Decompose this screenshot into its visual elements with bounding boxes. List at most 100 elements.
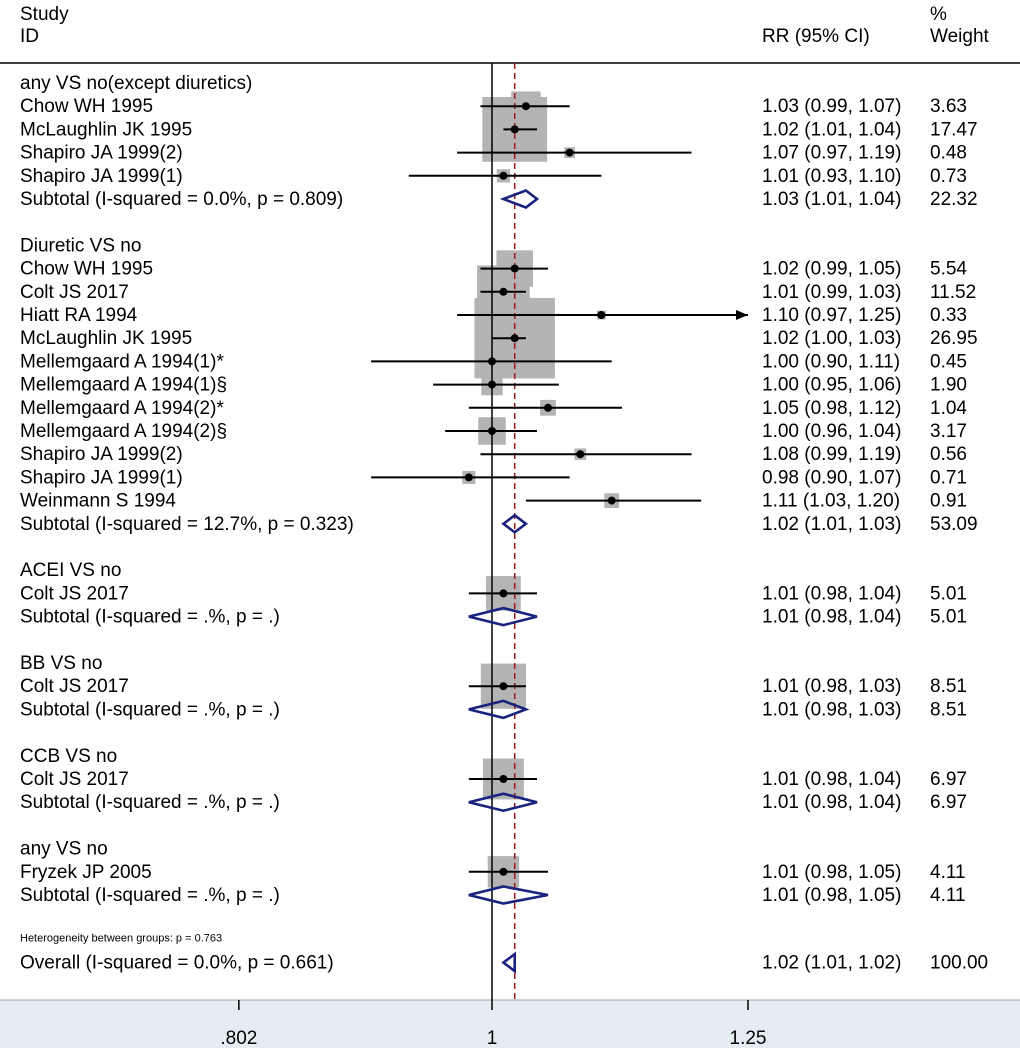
study-weight: 3.63: [930, 96, 967, 117]
study-label: Mellemgaard A 1994(1)§: [20, 375, 227, 396]
subtotal-label: Subtotal (I-squared = .%, p = .): [20, 792, 280, 813]
point-estimate: [499, 589, 508, 598]
study-weight: 3.17: [930, 421, 967, 442]
subtotal-diamond: [499, 189, 540, 209]
point-estimate: [488, 427, 496, 435]
study-rr-ci: 1.00 (0.96, 1.04): [762, 421, 901, 442]
study-label: Shapiro JA 1999(1): [20, 467, 183, 488]
study-label: Chow WH 1995: [20, 96, 153, 117]
study-rr-ci: 1.01 (0.98, 1.05): [762, 862, 901, 883]
study-label: Shapiro JA 1999(2): [20, 444, 183, 465]
subtotal-weight: 5.01: [930, 607, 967, 628]
study-label: Mellemgaard A 1994(1)*: [20, 351, 224, 372]
subtotal-rr-ci: 1.01 (0.98, 1.03): [762, 699, 901, 720]
point-estimate: [607, 496, 616, 505]
x-tick-label: .802: [220, 1028, 257, 1048]
study-label: Colt JS 2017: [20, 282, 129, 303]
study-label: Mellemgaard A 1994(2)*: [20, 398, 224, 419]
study-weight: 1.04: [930, 398, 967, 419]
x-axis: .802 1 1.25: [220, 1000, 766, 1048]
subtotal-label: Subtotal (I-squared = .%, p = .): [20, 699, 280, 720]
study-weight: 1.90: [930, 375, 967, 396]
point-estimate: [464, 473, 473, 482]
subtotal-rr-ci: 1.02 (1.01, 1.03): [762, 514, 901, 535]
study-weight: 17.47: [930, 119, 978, 140]
study-rr-ci: 1.03 (0.99, 1.07): [762, 96, 901, 117]
group-label: BB VS no: [20, 653, 102, 674]
point-estimate: [499, 287, 508, 296]
study-weight: 11.52: [930, 282, 976, 303]
row-text: any VS no(except diuretics)Chow WH 1995 1…: [20, 73, 988, 974]
study-weight: 0.48: [930, 143, 967, 164]
study-weight: 8.51: [930, 676, 967, 697]
group-label: any VS no: [20, 839, 108, 860]
study-rr-ci: 1.11 (1.03, 1.20): [762, 491, 900, 512]
study-weight: 0.33: [930, 305, 967, 326]
subtotal-diamond: [501, 513, 529, 534]
study-rr-ci: 1.01 (0.93, 1.10): [762, 166, 901, 187]
point-estimate: [488, 380, 496, 389]
study-weight: 0.56: [930, 444, 967, 465]
study-weight: 4.11: [930, 862, 966, 883]
overall-weight: 100.00: [930, 953, 988, 974]
point-estimate: [499, 682, 508, 691]
subtotal-weight: 4.11: [930, 885, 966, 906]
study-weight: 0.71: [930, 467, 967, 488]
subtotal-weight: 53.09: [930, 514, 978, 535]
point-estimate: [565, 148, 574, 157]
header-study: Study: [20, 4, 69, 25]
subtotal-weight: 22.32: [930, 189, 978, 210]
axis-band: [0, 1000, 1020, 1048]
subtotal-label: Subtotal (I-squared = 12.7%, p = 0.323): [20, 514, 354, 535]
subtotal-diamond: [468, 699, 530, 720]
study-weight: 26.95: [930, 328, 978, 349]
point-estimate: [499, 867, 508, 876]
subtotal-diamond: [468, 792, 538, 813]
study-label: Shapiro JA 1999(2): [20, 143, 183, 164]
study-weight: 0.91: [930, 491, 967, 512]
subtotal-weight: 6.97: [930, 792, 967, 813]
subtotal-label: Subtotal (I-squared = .%, p = .): [20, 885, 280, 906]
study-rr-ci: 1.01 (0.98, 1.04): [762, 769, 901, 790]
study-rr-ci: 1.00 (0.90, 1.11): [762, 351, 900, 372]
header-rr-ci: RR (95% CI): [762, 26, 870, 47]
point-estimate: [510, 125, 519, 134]
study-label: Colt JS 2017: [20, 583, 129, 604]
study-weight: 6.97: [930, 769, 967, 790]
ci-arrow-right: [736, 310, 748, 320]
study-label: McLaughlin JK 1995: [20, 119, 192, 140]
study-weight: 0.45: [930, 351, 967, 372]
header-id: ID: [20, 26, 39, 47]
subtotal-rr-ci: 1.01 (0.98, 1.04): [762, 792, 901, 813]
study-rr-ci: 1.10 (0.97, 1.25): [762, 305, 901, 326]
study-label: Hiatt RA 1994: [20, 305, 138, 326]
weight-boxes: [462, 91, 620, 888]
heterogeneity-note: Heterogeneity between groups: p = 0.763: [20, 932, 222, 944]
overall-diamond: [501, 951, 517, 974]
point-estimate: [543, 403, 552, 412]
subtotal-rr-ci: 1.01 (0.98, 1.05): [762, 885, 901, 906]
header-percent: %: [930, 4, 947, 25]
subtotal-label: Subtotal (I-squared = .%, p = .): [20, 607, 280, 628]
study-rr-ci: 0.98 (0.90, 1.07): [762, 467, 901, 488]
group-label: CCB VS no: [20, 746, 117, 767]
study-rr-ci: 1.02 (0.99, 1.05): [762, 259, 901, 280]
point-estimate: [510, 264, 519, 273]
subtotal-diamond: [468, 885, 549, 905]
point-estimate: [510, 334, 519, 343]
point-estimate: [576, 450, 585, 459]
subtotal-rr-ci: 1.01 (0.98, 1.04): [762, 607, 901, 628]
header-weight: Weight: [930, 26, 990, 47]
study-rr-ci: 1.01 (0.98, 1.03): [762, 676, 901, 697]
overall-label: Overall (I-squared = 0.0%, p = 0.661): [20, 953, 334, 974]
study-label: Weinmann S 1994: [20, 491, 176, 512]
group-label: ACEI VS no: [20, 560, 121, 581]
point-estimate: [499, 775, 508, 783]
subtotal-weight: 8.51: [930, 699, 967, 720]
point-estimate: [521, 102, 530, 111]
study-rr-ci: 1.08 (0.99, 1.19): [762, 444, 901, 465]
group-label: any VS no(except diuretics): [20, 73, 252, 94]
study-label: Fryzek JP 2005: [20, 862, 152, 883]
ci-marks: [371, 102, 748, 974]
